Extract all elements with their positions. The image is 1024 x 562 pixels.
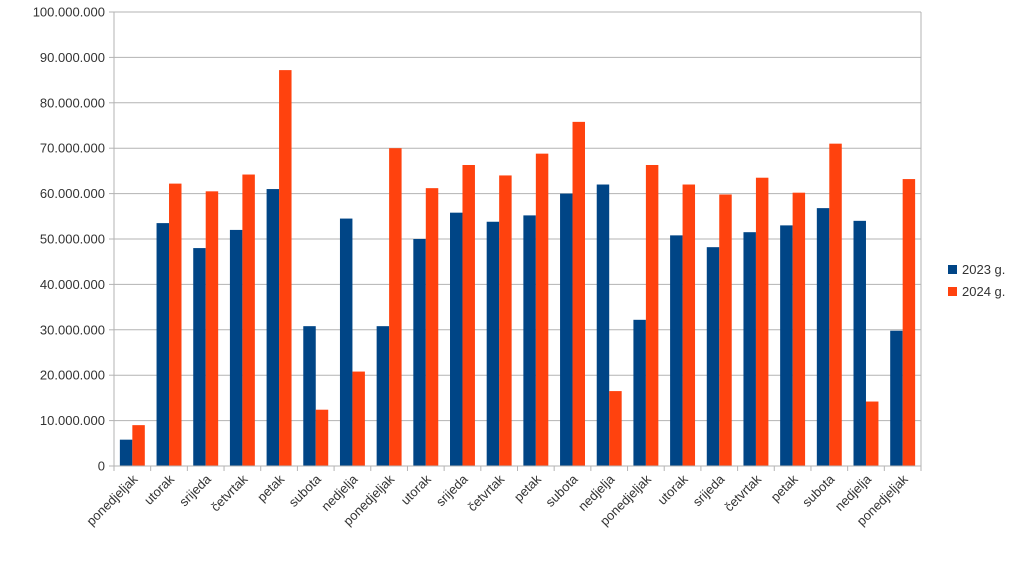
y-tick-label: 50.000.000 <box>40 232 105 247</box>
bar-series-1 <box>376 326 390 466</box>
y-tick-label: 60.000.000 <box>40 186 105 201</box>
bar-series-2 <box>682 184 696 466</box>
legend: 2023 g. 2024 g. <box>948 262 1005 299</box>
bar-series-1 <box>229 229 243 466</box>
y-tick-label: 100.000.000 <box>33 5 105 20</box>
bar-series-2 <box>645 164 659 467</box>
bar-series-1 <box>303 326 316 466</box>
y-axis-tick-labels: 0 10.000.000 20.000.000 30.000.000 40.000.00… <box>33 5 105 474</box>
bar-series-2 <box>499 175 512 466</box>
bar-series-1 <box>450 212 463 466</box>
y-tick-label: 20.000.000 <box>40 368 105 383</box>
legend-swatch <box>948 287 957 296</box>
legend-label: 2023 g. <box>962 262 1005 277</box>
legend-swatch <box>948 265 957 274</box>
bar-series-1 <box>743 232 756 466</box>
bar-series-1 <box>266 189 280 466</box>
x-tick-label: utorak <box>398 471 435 508</box>
bar-series-1 <box>339 218 353 466</box>
bar-series-2 <box>865 401 879 466</box>
legend-label: 2024 g. <box>962 284 1005 299</box>
bar-series-2 <box>242 174 255 467</box>
bar-series-1 <box>413 239 426 466</box>
bar-series-2 <box>462 164 475 467</box>
bar-series-2 <box>352 371 365 466</box>
bar-series-2 <box>755 177 769 466</box>
x-tick-label: utorak <box>655 471 692 508</box>
bar-series-1 <box>706 247 720 466</box>
bar-series-1 <box>119 439 133 466</box>
bar-series-2 <box>609 391 622 466</box>
bar-series-2 <box>132 425 145 466</box>
bars <box>119 70 916 467</box>
bar-series-2 <box>169 183 182 466</box>
bar-series-2 <box>719 194 732 466</box>
bar-series-1 <box>560 193 573 466</box>
bar-series-2 <box>792 192 806 466</box>
x-tick-label: četvrtak <box>208 471 251 514</box>
y-tick-label: 0 <box>98 459 105 474</box>
bar-series-1 <box>853 220 866 466</box>
x-tick-label: ponedjeljak <box>83 471 140 528</box>
bar-series-1 <box>193 248 206 466</box>
bar-series-2 <box>315 409 329 466</box>
y-tick-label: 70.000.000 <box>40 141 105 156</box>
x-tick-label: petak <box>254 471 287 504</box>
x-tick-label: četvrtak <box>464 471 507 514</box>
y-tick-label: 40.000.000 <box>40 277 105 292</box>
bar-series-1 <box>486 221 500 466</box>
y-tick-label: 80.000.000 <box>40 95 105 110</box>
bar-series-2 <box>425 188 439 467</box>
bar-series-1 <box>670 235 683 466</box>
bar-series-1 <box>816 208 830 467</box>
x-tick-label: petak <box>768 471 801 504</box>
bar-series-1 <box>890 330 903 466</box>
bar-series-2 <box>389 148 402 466</box>
x-tick-label: petak <box>511 471 544 504</box>
bar-series-2 <box>535 153 549 466</box>
y-tick-label: 90.000.000 <box>40 50 105 65</box>
bar-series-1 <box>156 223 170 466</box>
bar-series-2 <box>205 191 219 466</box>
bar-series-2 <box>902 179 916 466</box>
bar-series-1 <box>523 215 536 466</box>
bar-series-2 <box>829 143 842 466</box>
bar-series-2 <box>279 70 292 466</box>
axes <box>109 11 922 471</box>
y-tick-label: 10.000.000 <box>40 413 105 428</box>
bar-series-1 <box>633 319 646 466</box>
bar-series-1 <box>780 225 793 466</box>
bar-series-2 <box>572 121 585 467</box>
y-tick-label: 30.000.000 <box>40 322 105 337</box>
x-tick-label: utorak <box>141 471 178 508</box>
bar-series-1 <box>596 184 610 466</box>
x-tick-label: četvrtak <box>721 471 764 514</box>
